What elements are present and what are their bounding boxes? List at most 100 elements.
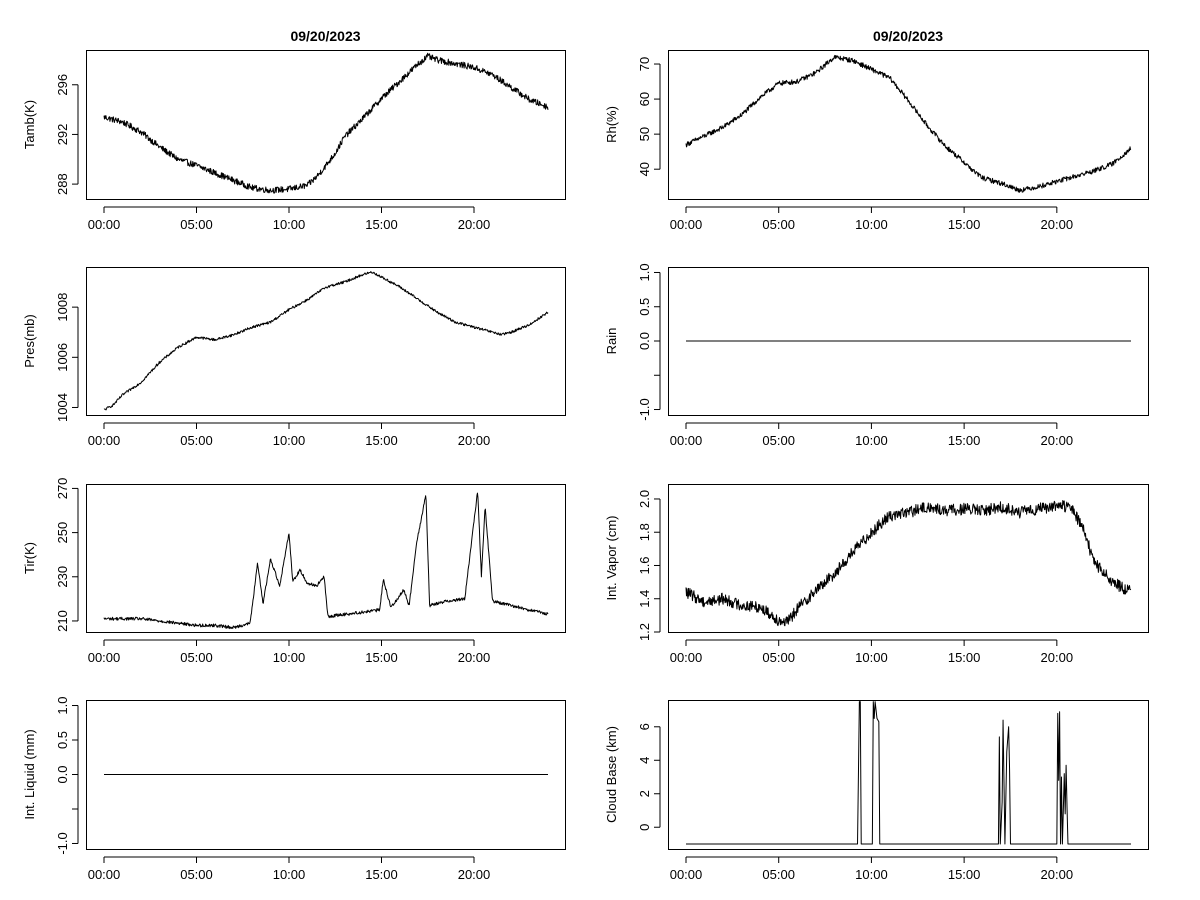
chart-title: 09/20/2023 [873, 28, 943, 44]
y-tick-label: 0.5 [55, 731, 70, 749]
x-tick-label: 05:00 [180, 867, 213, 882]
y-tick-label: 1004 [55, 393, 70, 422]
chart-panel-vapor: 00:00 05:00 10:00 15:00 20:00 1.2 1.4 1.6 1.8 2.0… [604, 484, 1149, 665]
y-tick-label: 1.0 [637, 263, 652, 281]
x-tick-label: 20:00 [1041, 433, 1074, 448]
x-tick-label: 20:00 [458, 650, 491, 665]
series-line-tir [103, 492, 549, 630]
x-tick-label: 10:00 [273, 217, 306, 232]
y-tick-label: -1.0 [55, 832, 70, 854]
x-tick-label: 20:00 [1041, 650, 1074, 665]
x-tick-label: 20:00 [458, 433, 491, 448]
x-tick-label: 05:00 [180, 433, 213, 448]
x-tick-label: 00:00 [88, 433, 121, 448]
x-tick-label: 00:00 [670, 217, 703, 232]
plot-frame [668, 267, 1149, 416]
plot-frame [668, 700, 1149, 850]
y-tick-label: 230 [55, 566, 70, 588]
x-tick-label: 05:00 [180, 217, 213, 232]
y-tick-label: 296 [55, 74, 70, 96]
plot-frame [668, 484, 1149, 633]
x-tick-label: 05:00 [180, 650, 213, 665]
y-tick-label: 50 [637, 127, 652, 141]
x-tick-label: 10:00 [855, 650, 888, 665]
y-tick-label: 270 [55, 478, 70, 500]
chart-panel-rh: 09/20/2023 00:00 05:00 10:00 15:00 20:00 40 50 6… [604, 28, 1149, 232]
y-tick-label: 250 [55, 522, 70, 544]
chart-panel-pres: 00:00 05:00 10:00 15:00 20:00 1004 1006 1008 Pre… [22, 267, 566, 448]
x-tick-label: 10:00 [273, 650, 306, 665]
x-tick-label: 00:00 [670, 650, 703, 665]
y-axis-title: Tir(K) [22, 542, 37, 574]
plot-frame [668, 50, 1149, 200]
x-tick-label: 15:00 [365, 433, 398, 448]
y-tick-label: 210 [55, 610, 70, 632]
y-tick-label: 60 [637, 92, 652, 106]
x-tick-label: 05:00 [762, 217, 795, 232]
x-tick-label: 00:00 [670, 867, 703, 882]
y-tick-label: 0.0 [55, 765, 70, 783]
y-axis-title: Tamb(K) [22, 100, 37, 149]
x-tick-label: 15:00 [365, 650, 398, 665]
series-line-pres [103, 270, 549, 411]
y-tick-label: 2.0 [637, 490, 652, 508]
x-tick-label: 10:00 [855, 433, 888, 448]
chart-panel-cloud: 00:00 05:00 10:00 15:00 20:00 0 2 4 6 Cloud Base … [604, 700, 1149, 882]
y-tick-label: 6 [637, 723, 652, 730]
y-tick-label: 1.2 [637, 623, 652, 641]
x-tick-label: 20:00 [1041, 867, 1074, 882]
y-tick-label: 0.0 [637, 332, 652, 350]
y-axis-title: Rh(%) [604, 106, 619, 143]
y-axis-title: Rain [604, 328, 619, 355]
y-tick-label: -1.0 [637, 398, 652, 420]
x-tick-label: 00:00 [88, 867, 121, 882]
plot-frame [86, 484, 566, 633]
y-tick-label: 1.6 [637, 556, 652, 574]
series-line-vapor [685, 499, 1132, 627]
x-tick-label: 20:00 [458, 867, 491, 882]
x-tick-label: 10:00 [273, 867, 306, 882]
y-axis-title: Int. Liquid (mm) [22, 729, 37, 819]
x-tick-label: 05:00 [762, 433, 795, 448]
x-tick-label: 15:00 [948, 650, 981, 665]
x-tick-label: 10:00 [855, 867, 888, 882]
y-axis-title: Int. Vapor (cm) [604, 515, 619, 600]
y-tick-label: 70 [637, 57, 652, 71]
x-tick-label: 10:00 [855, 217, 888, 232]
x-tick-label: 20:00 [458, 217, 491, 232]
y-axis-title: Pres(mb) [22, 314, 37, 367]
y-tick-label: 2 [637, 790, 652, 797]
series-line-cloud [686, 701, 1131, 845]
y-tick-label: 1008 [55, 293, 70, 322]
y-tick-label: 0 [637, 824, 652, 831]
x-tick-label: 15:00 [365, 867, 398, 882]
series-line-rh [685, 54, 1132, 193]
x-tick-label: 15:00 [948, 217, 981, 232]
y-tick-label: 1.8 [637, 523, 652, 541]
y-tick-label: 288 [55, 173, 70, 195]
x-tick-label: 00:00 [670, 433, 703, 448]
y-tick-label: 40 [637, 162, 652, 176]
y-axis-title: Cloud Base (km) [604, 726, 619, 823]
x-tick-label: 15:00 [948, 433, 981, 448]
x-tick-label: 20:00 [1041, 217, 1074, 232]
x-tick-label: 10:00 [273, 433, 306, 448]
chart-panel-rain: 00:00 05:00 10:00 15:00 20:00 -1.0 0.0 0.5 1.0 Ra… [604, 263, 1149, 448]
x-tick-label: 00:00 [88, 650, 121, 665]
x-tick-label: 05:00 [762, 867, 795, 882]
chart-panel-tir: 00:00 05:00 10:00 15:00 20:00 210 230 250 270 Tir… [22, 478, 566, 665]
y-tick-label: 1006 [55, 343, 70, 372]
series-line-tamb [103, 52, 549, 194]
y-tick-label: 1.0 [55, 696, 70, 714]
plot-frame [86, 700, 566, 850]
y-tick-label: 292 [55, 124, 70, 146]
x-tick-label: 15:00 [365, 217, 398, 232]
y-tick-label: 0.5 [637, 298, 652, 316]
x-tick-label: 00:00 [88, 217, 121, 232]
plot-frame [86, 50, 566, 200]
chart-title: 09/20/2023 [290, 28, 360, 44]
x-tick-label: 05:00 [762, 650, 795, 665]
plot-frame [86, 267, 566, 416]
chart-panel-tamb: 09/20/2023 00:00 05:00 10:00 15:00 20:00 288 29… [22, 28, 566, 232]
